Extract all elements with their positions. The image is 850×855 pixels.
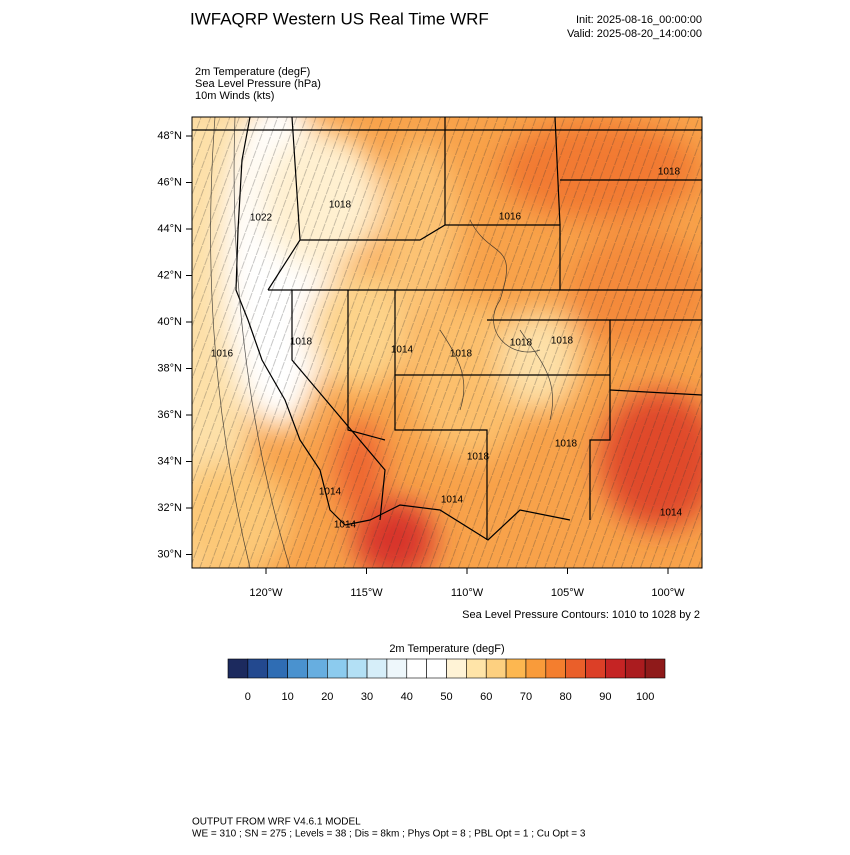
colorbar-swatch bbox=[227, 658, 249, 679]
colorbar-title: 2m Temperature (degF) bbox=[389, 643, 504, 655]
lon-label: 110°W bbox=[451, 587, 484, 599]
contour-label: 1018 bbox=[467, 452, 490, 463]
colorbar-swatch bbox=[585, 658, 606, 679]
colorbar-swatch bbox=[327, 658, 348, 679]
contour-label: 1018 bbox=[510, 338, 533, 349]
footer-line: OUTPUT FROM WRF V4.6.1 MODEL bbox=[192, 817, 361, 828]
boundaries bbox=[192, 117, 702, 541]
colorbar-swatch bbox=[525, 658, 547, 679]
colorbar-swatch bbox=[287, 658, 308, 679]
colorbar-tick-label: 30 bbox=[361, 691, 373, 703]
valid-time: Valid: 2025-08-20_14:00:00 bbox=[567, 28, 702, 40]
colorbar-swatch bbox=[386, 658, 408, 679]
colorbar-swatch bbox=[485, 658, 507, 679]
colorbar-swatch bbox=[267, 658, 288, 679]
colorbar-swatch bbox=[247, 658, 269, 679]
field-label: Sea Level Pressure (hPa) bbox=[195, 78, 321, 90]
colorbar-swatch bbox=[426, 658, 447, 679]
title: IWFAQRP Western US Real Time WRF bbox=[190, 9, 489, 28]
contour-label: 1018 bbox=[555, 439, 578, 450]
contour-label: 1016 bbox=[499, 212, 522, 223]
colorbar-swatch bbox=[466, 658, 487, 679]
contour-label: 1018 bbox=[658, 167, 681, 178]
contour-note: Sea Level Pressure Contours: 1010 to 102… bbox=[462, 609, 700, 621]
colorbar-swatch bbox=[446, 658, 467, 679]
lat-label: 44°N bbox=[157, 223, 182, 235]
colorbar-tick-label: 70 bbox=[520, 691, 532, 703]
colorbar-tick-label: 0 bbox=[245, 691, 251, 703]
wind-barbs bbox=[192, 117, 702, 568]
map-frame bbox=[191, 116, 703, 569]
lat-label: 46°N bbox=[157, 176, 182, 188]
lat-label: 40°N bbox=[157, 316, 182, 328]
init-time: Init: 2025-08-16_00:00:00 bbox=[576, 14, 702, 26]
colorbar-swatch bbox=[406, 658, 427, 679]
lat-label: 48°N bbox=[157, 130, 182, 142]
lat-label: 38°N bbox=[157, 362, 182, 374]
colorbar-swatch bbox=[624, 658, 646, 679]
contour-label: 1018 bbox=[290, 337, 313, 348]
colorbar-tick-label: 40 bbox=[401, 691, 413, 703]
colorbar-tick-label: 60 bbox=[480, 691, 492, 703]
lat-label: 42°N bbox=[157, 269, 182, 281]
colorbar-tick-label: 90 bbox=[599, 691, 611, 703]
colorbar-swatch bbox=[366, 658, 388, 679]
lon-label: 105°W bbox=[551, 587, 585, 599]
lat-label: 36°N bbox=[157, 409, 182, 421]
contour-label: 1022 bbox=[250, 213, 273, 224]
colorbar-swatch bbox=[545, 658, 566, 679]
colorbar-tick-label: 100 bbox=[636, 691, 654, 703]
colorbar-swatch bbox=[307, 658, 328, 679]
contour-label: 1014 bbox=[441, 495, 464, 506]
colorbar-swatch bbox=[565, 658, 586, 679]
field-label: 10m Winds (kts) bbox=[195, 90, 274, 102]
lon-label: 115°W bbox=[350, 587, 383, 599]
lon-label: 120°W bbox=[249, 587, 283, 599]
contour-label: 1014 bbox=[334, 520, 357, 531]
colorbar-tick-label: 50 bbox=[440, 691, 452, 703]
colorbar-swatch bbox=[605, 658, 626, 679]
contour-label: 1018 bbox=[329, 200, 352, 211]
isobars bbox=[210, 117, 554, 568]
map-labels: 48°N 46°N 44°N 42°N 40°N 38°N 36°N 34°N 32°N 30°N… bbox=[157, 130, 700, 621]
contour-label: 1014 bbox=[660, 508, 683, 519]
field-list: 2m Temperature (degF)Sea Level Pressure … bbox=[195, 66, 321, 102]
contour-label: 1014 bbox=[391, 345, 414, 356]
contour-label: 1018 bbox=[450, 349, 473, 360]
field-label: 2m Temperature (degF) bbox=[195, 66, 310, 78]
lat-label: 32°N bbox=[157, 502, 182, 514]
contour-label: 1016 bbox=[211, 349, 234, 360]
lat-label: 30°N bbox=[157, 548, 182, 560]
colorbar-tick-label: 20 bbox=[321, 691, 333, 703]
colorbar: 2m Temperature (degF) 0 10 20 30 40 50 60 70 80 90… bbox=[227, 643, 666, 703]
colorbar-swatch bbox=[346, 658, 368, 679]
contour-label: 1018 bbox=[551, 336, 574, 347]
colorbar-tick-label: 80 bbox=[560, 691, 572, 703]
lon-label: 100°W bbox=[651, 587, 685, 599]
contour-label: 1014 bbox=[319, 487, 342, 498]
map bbox=[192, 117, 702, 568]
colorbar-swatch bbox=[505, 658, 527, 679]
colorbar-tick-label: 10 bbox=[281, 691, 293, 703]
lat-label: 34°N bbox=[157, 455, 182, 467]
colorbar-swatch bbox=[644, 658, 666, 679]
footer-line: WE = 310 ; SN = 275 ; Levels = 38 ; Dis … bbox=[192, 829, 586, 840]
